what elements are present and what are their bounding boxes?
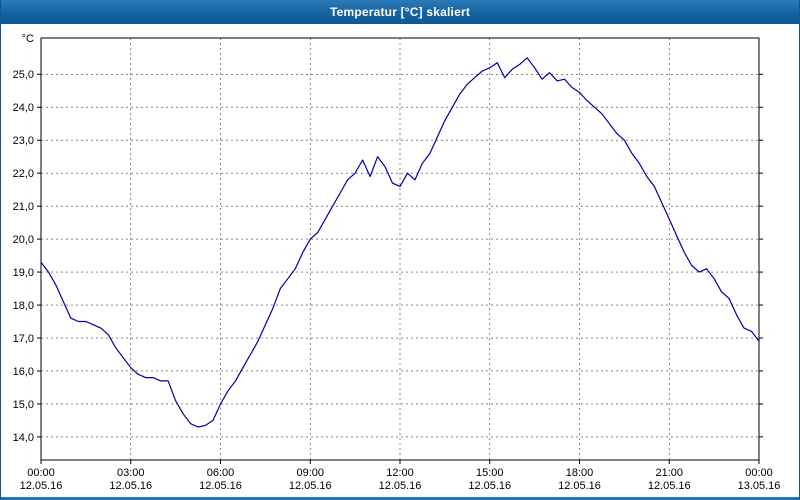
window-titlebar: Temperatur [°C] skaliert [1,0,799,24]
svg-text:15:00: 15:00 [476,467,504,479]
chart-area: 14,0 15,0 16,0 17,0 18,0 19,0 20,0 21,0 22,0 23,0… [1,24,799,497]
svg-text:21:00: 21:00 [655,467,683,479]
svg-text:18,0: 18,0 [13,300,34,312]
svg-text:00:00: 00:00 [27,467,55,479]
svg-text:03:00: 03:00 [117,467,145,479]
svg-text:12:00: 12:00 [386,467,414,479]
temperature-chart: 14,0 15,0 16,0 17,0 18,0 19,0 20,0 21,0 22,0 23,0… [13,33,781,492]
svg-text:°C: °C [22,33,34,45]
svg-text:15,0: 15,0 [13,399,34,411]
svg-text:12.05.16: 12.05.16 [379,480,422,492]
svg-text:20,0: 20,0 [13,234,34,246]
svg-text:12.05.16: 12.05.16 [109,480,152,492]
svg-text:00:00: 00:00 [745,467,773,479]
svg-text:12.05.16: 12.05.16 [648,480,691,492]
svg-text:22,0: 22,0 [13,168,34,180]
svg-text:12.05.16: 12.05.16 [20,480,63,492]
svg-text:12.05.16: 12.05.16 [199,480,242,492]
svg-text:25,0: 25,0 [13,69,34,81]
svg-text:12.05.16: 12.05.16 [468,480,511,492]
window-title: Temperatur [°C] skaliert [329,5,471,19]
svg-text:06:00: 06:00 [207,467,235,479]
svg-text:17,0: 17,0 [13,333,34,345]
svg-text:13.05.16: 13.05.16 [738,480,781,492]
svg-text:09:00: 09:00 [296,467,324,479]
svg-text:21,0: 21,0 [13,201,34,213]
svg-text:12.05.16: 12.05.16 [558,480,601,492]
svg-text:18:00: 18:00 [566,467,594,479]
svg-text:12.05.16: 12.05.16 [289,480,332,492]
window-bottombar [1,497,799,500]
svg-text:19,0: 19,0 [13,267,34,279]
svg-text:24,0: 24,0 [13,102,34,114]
svg-text:14,0: 14,0 [13,432,34,444]
svg-text:23,0: 23,0 [13,135,34,147]
svg-text:16,0: 16,0 [13,366,34,378]
